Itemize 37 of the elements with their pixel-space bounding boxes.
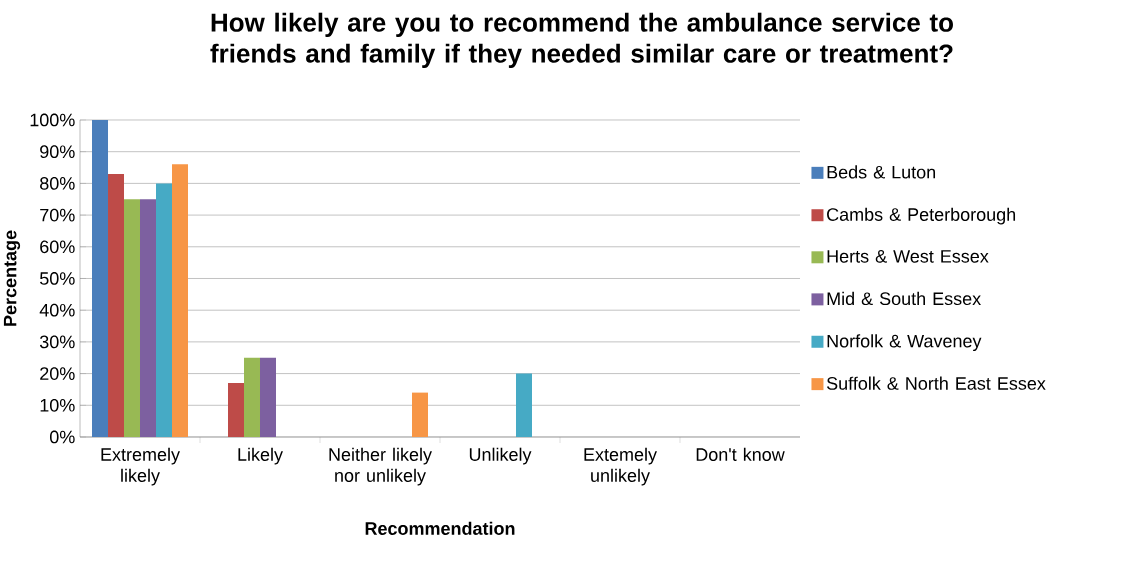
legend-label: Herts & West Essex (827, 250, 989, 263)
y-tick-label: 100% (30, 113, 75, 127)
bar (140, 199, 156, 437)
x-tick-label: Neither likely nor unlikely (329, 447, 432, 486)
bar (228, 383, 244, 437)
y-tick-label: 90% (40, 145, 75, 159)
legend-label: Norfolk & Waveney (827, 334, 982, 352)
y-axis-title: Percentage (3, 230, 21, 326)
bar (412, 392, 428, 437)
bar (516, 373, 532, 437)
legend-label: Beds & Luton (827, 165, 936, 179)
bar (156, 183, 173, 437)
legend-label: Cambs & Peterborough (827, 207, 1016, 225)
x-tick-label: Don't know (696, 447, 785, 461)
bar (108, 173, 125, 437)
x-tick-label: Extemely unlikely (584, 447, 657, 486)
y-tick-label: 60% (40, 240, 75, 254)
y-tick-label: 10% (40, 398, 75, 412)
bar (244, 357, 261, 437)
bar (172, 164, 188, 437)
legend-label: Mid & South Essex (827, 291, 981, 306)
x-tick-label: Extremely likely (101, 447, 180, 486)
y-tick-label: 70% (40, 208, 75, 222)
bar (92, 119, 109, 437)
bar (260, 357, 276, 437)
y-tick-label: 40% (39, 303, 75, 317)
y-tick-label: 0% (49, 430, 75, 444)
bar (124, 199, 141, 437)
y-tick-label: 50% (39, 272, 75, 285)
y-tick-label: 20% (40, 367, 75, 380)
x-axis-title: Recommendation (365, 521, 515, 535)
y-tick-label: 80% (40, 177, 75, 190)
chart-title: How likely are you to recommend the ambulance service to friends and family if they needed similar care or treatment? (210, 12, 953, 68)
legend-label: Suffolk & North East Essex (826, 376, 1046, 390)
y-tick-label: 30% (39, 335, 75, 349)
x-tick-label: Likely (238, 447, 283, 465)
x-tick-label: Unlikely (469, 447, 532, 465)
